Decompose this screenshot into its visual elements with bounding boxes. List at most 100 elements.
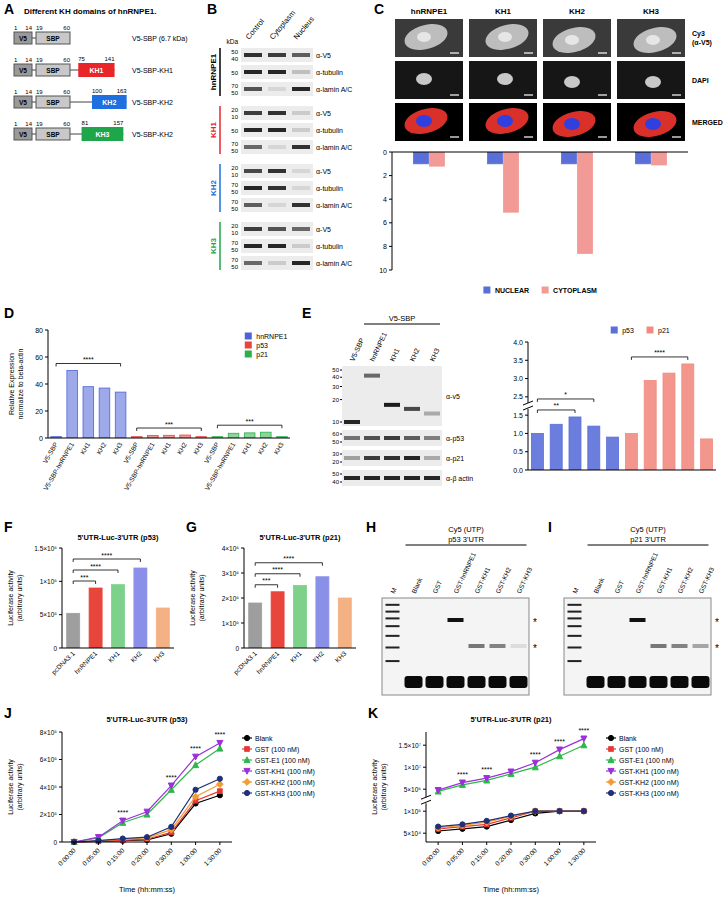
band: [268, 70, 286, 74]
significance: ****: [214, 731, 225, 738]
scale-bar: [524, 136, 533, 137]
size-marker: 20: [231, 165, 238, 171]
marker: [435, 825, 442, 832]
series-line: [74, 743, 220, 842]
size-marker: 70: [231, 240, 238, 246]
significance-bracket: [73, 581, 95, 584]
band: [268, 87, 286, 91]
residue-number: 19: [36, 89, 43, 95]
residue-number: 157: [113, 120, 124, 126]
marker: [95, 838, 102, 845]
size-marker: 50: [231, 49, 238, 55]
nucleus: [497, 115, 513, 127]
band: [384, 476, 400, 480]
x-tick-label: 0:00:00: [57, 846, 78, 867]
y-tick: [423, 767, 426, 768]
marker: [609, 747, 614, 752]
size-marker: 30: [332, 451, 339, 457]
x-tick: [486, 842, 487, 845]
y-tick: [45, 438, 48, 439]
plot-marks: [249, 577, 352, 648]
ladder-band: [386, 611, 400, 613]
label: SBP: [46, 35, 60, 42]
lane-label: M: [571, 587, 580, 595]
size-marker: 10: [231, 172, 238, 178]
y-tick: [241, 573, 244, 574]
y-axis-title: Luciferase activity: [7, 570, 15, 626]
significance: ****: [578, 727, 589, 734]
ladder-band: [386, 625, 400, 627]
y-tick: [525, 415, 528, 416]
micrograph: [469, 61, 537, 99]
y-tick: [241, 548, 244, 549]
band: [268, 244, 286, 248]
chart-title: 5'UTR-Luc-3'UTR (p53): [77, 533, 159, 542]
significance: ****: [83, 356, 94, 363]
ladder-band: [386, 604, 400, 606]
band: [404, 476, 420, 480]
band-mark: *: [715, 617, 719, 628]
legend-label: GST-E1 (100 nM): [619, 757, 674, 765]
bar: [682, 364, 694, 470]
x-tick-label: KH1: [289, 649, 303, 663]
antibody-label: α-V5: [316, 52, 331, 59]
x-axis: [48, 438, 290, 439]
bar: [578, 152, 593, 253]
y-tick-label: 1×10⁵: [404, 808, 422, 815]
bar: [636, 152, 651, 164]
band: [364, 374, 380, 378]
significance: ***: [165, 421, 173, 428]
scale-bar: [450, 94, 459, 95]
size-marker: 50: [332, 367, 339, 373]
x-tick-label: KH3: [152, 649, 166, 663]
lane-label: GST-hnRNPE1: [634, 551, 659, 594]
x-tick: [462, 842, 463, 845]
size-marker: 10: [332, 419, 339, 425]
bar: [488, 152, 503, 164]
marker: [508, 813, 515, 820]
band: [268, 128, 286, 132]
y-axis-title: Luciferase activity: [7, 759, 15, 815]
significance: ****: [117, 809, 128, 816]
y-tick-label: 0.0: [513, 467, 523, 474]
y-tick: [389, 199, 392, 200]
size-marker: 40: [332, 374, 339, 380]
x-tick-label: KH1: [240, 441, 253, 456]
band: [292, 227, 310, 231]
band: [292, 87, 310, 91]
band: [424, 456, 440, 460]
significance: ****: [554, 738, 565, 745]
scale-bar: [524, 94, 533, 95]
cell: [550, 23, 599, 58]
antibody-label: α-V5: [316, 110, 331, 117]
size-marker: 50: [231, 128, 238, 134]
scale-bar: [598, 136, 607, 137]
legend-swatch: [245, 333, 252, 340]
residue-number: 19: [36, 57, 43, 63]
band: [292, 169, 310, 173]
y-tick: [45, 411, 48, 412]
legend-label: GST (100 nM): [255, 746, 299, 754]
significance-bracket: [73, 559, 140, 562]
marker: [557, 809, 562, 814]
cell: [402, 104, 451, 139]
legend: BlankGST (100 nM)GST-E1 (100 nM)GST-KH1 …: [606, 735, 679, 798]
panel-letter: E: [302, 305, 311, 321]
size-marker: 70: [231, 83, 238, 89]
y-tick: [389, 270, 392, 271]
header-line: [406, 545, 527, 546]
scale-bar: [672, 52, 681, 53]
band: [268, 203, 286, 207]
panel-letter: B: [207, 1, 217, 17]
nucleus: [497, 73, 513, 85]
residue-number: 1: [14, 25, 18, 31]
row-label: MERGED: [692, 119, 723, 126]
x-tick-label: 1:00:00: [542, 846, 563, 867]
y-tick-label: 5×10⁵: [40, 611, 58, 618]
blot-strip: [342, 450, 442, 466]
lane-label: Control: [244, 17, 267, 42]
legend: p53p21: [611, 327, 670, 335]
size-marker: 20: [332, 459, 339, 465]
significance: **: [553, 402, 559, 409]
y-tick: [389, 175, 392, 176]
